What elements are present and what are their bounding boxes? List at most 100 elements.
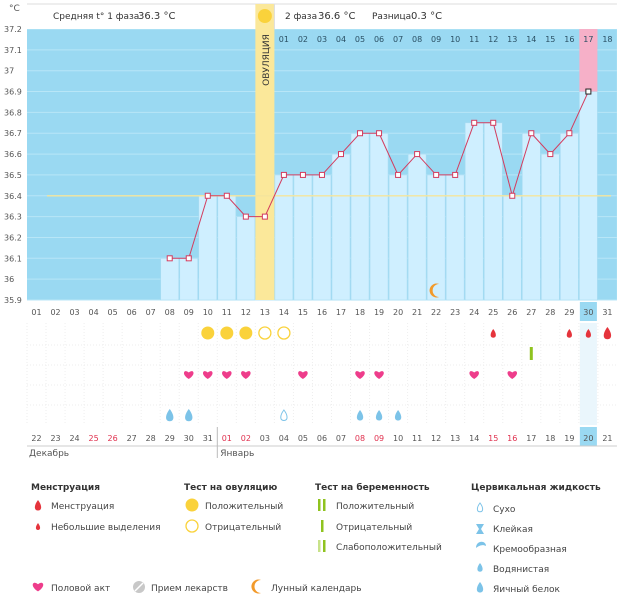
ovulation-negative-icon xyxy=(258,326,272,340)
day-label: 30 xyxy=(583,308,593,317)
y-tick-label: 36.9 xyxy=(4,88,22,97)
day-label: 09 xyxy=(184,308,194,317)
phase2-day-label: 11 xyxy=(469,35,479,44)
phase2-day-cell xyxy=(484,30,503,47)
intercourse-heart-icon xyxy=(298,371,308,379)
temp-point xyxy=(471,119,478,126)
temp-point xyxy=(185,255,192,262)
day-label: 10 xyxy=(203,308,213,317)
cervical-watery-icon xyxy=(356,410,364,421)
calendar-date: 01 xyxy=(222,434,232,443)
phase2-day-cell xyxy=(579,30,598,47)
day-label: 31 xyxy=(602,308,612,317)
day-label: 27 xyxy=(526,308,536,317)
data-column xyxy=(445,174,465,301)
data-column xyxy=(502,195,522,301)
temp-point xyxy=(509,192,516,199)
legend-sticky-label: Клейкая xyxy=(493,525,533,535)
legend-preg-weak-icon-2 xyxy=(323,540,326,552)
intercourse-heart-icon xyxy=(374,371,384,379)
legend-watery-icon xyxy=(477,563,483,572)
phase2-day-cell xyxy=(465,30,484,47)
marker-area xyxy=(27,323,617,425)
data-column xyxy=(407,153,427,301)
legend-ov-positive-icon xyxy=(185,498,199,512)
day-label: 14 xyxy=(279,308,289,317)
legend-small-bleeding-label: Небольшие выделения xyxy=(51,523,161,533)
calendar-date: 22 xyxy=(31,434,41,443)
day-label: 19 xyxy=(374,308,384,317)
day-label: 05 xyxy=(108,308,118,317)
day-label: 03 xyxy=(69,308,79,317)
data-column xyxy=(541,153,560,301)
temp-point xyxy=(490,119,497,126)
calendar-date: 11 xyxy=(412,434,422,443)
ovulation-negative-icon xyxy=(277,326,291,340)
y-tick-label: 36 xyxy=(4,275,14,284)
temp-point xyxy=(395,171,402,178)
intercourse-heart-icon xyxy=(355,371,365,379)
y-tick-label: 36.5 xyxy=(4,171,22,180)
day-label: 22 xyxy=(431,308,441,317)
phase2-day-cell xyxy=(446,30,465,47)
legend-moon-icon xyxy=(251,579,261,594)
phase2-day-label: 10 xyxy=(450,35,460,44)
temp-point xyxy=(337,151,344,158)
pregnancy-negative-icon xyxy=(529,347,533,360)
day-label: 28 xyxy=(545,308,555,317)
phase2-day-label: 09 xyxy=(431,35,441,44)
y-tick-label: 36.6 xyxy=(4,150,22,159)
legend-menstruation-icon xyxy=(34,500,42,511)
phase2-day-label: 03 xyxy=(317,35,327,44)
legend-cervical-title: Цервикальная жидкость xyxy=(471,483,601,493)
legend-creamy-label: Кремообразная xyxy=(493,545,567,555)
y-tick-label: 35.9 xyxy=(4,296,22,305)
phase2-day-cell xyxy=(351,30,370,47)
legend-preg-positive-icon-2 xyxy=(323,499,326,511)
small-bleeding-icon xyxy=(566,329,572,338)
legend-ov-negative-icon xyxy=(185,519,199,533)
temp-point xyxy=(547,151,554,158)
y-tick-label: 36.8 xyxy=(4,108,22,117)
temp-point xyxy=(566,130,573,137)
calendar-date: 24 xyxy=(69,434,79,443)
phase2-day-cell xyxy=(598,30,617,47)
temp-point xyxy=(299,171,306,178)
intercourse-heart-icon xyxy=(241,371,251,379)
legend-watery-label: Водянистая xyxy=(493,565,549,575)
temp-point xyxy=(242,213,249,220)
temp-point xyxy=(261,213,268,220)
phase2-day-cell xyxy=(293,30,312,47)
calendar-date: 09 xyxy=(374,434,384,443)
calendar-date: 26 xyxy=(108,434,118,443)
data-column xyxy=(331,153,351,301)
calendar-date: 03 xyxy=(260,434,270,443)
phase2-day-label: 13 xyxy=(507,35,517,44)
phase2-day-label: 12 xyxy=(488,35,498,44)
phase2-avg-label: 2 фаза xyxy=(285,12,317,22)
legend-sticky-icon xyxy=(476,524,484,534)
phase2-day-cell xyxy=(427,30,446,47)
phase2-day-label: 08 xyxy=(412,35,422,44)
calendar-date: 31 xyxy=(203,434,213,443)
phase2-day-label: 02 xyxy=(298,35,308,44)
legend-preg-positive-icon xyxy=(318,499,321,511)
day-label: 01 xyxy=(31,308,41,317)
cervical-watery-icon xyxy=(394,410,402,421)
ovulation-column xyxy=(255,4,275,300)
calendar-date: 13 xyxy=(450,434,460,443)
moon-icon xyxy=(429,283,440,298)
phase2-day-label: 15 xyxy=(545,35,555,44)
calendar-date: 08 xyxy=(355,434,365,443)
phase2-day-label: 18 xyxy=(602,35,612,44)
calendar-date: 17 xyxy=(526,434,536,443)
phase2-day-label: 01 xyxy=(279,35,289,44)
calendar-date: 29 xyxy=(165,434,175,443)
legend-preg-weak-icon xyxy=(318,540,321,552)
data-column xyxy=(350,132,370,301)
y-unit-label: °C xyxy=(9,4,20,14)
legend-preg-negative-icon xyxy=(321,520,324,532)
temp-point xyxy=(357,130,364,137)
legend-intercourse-label: Половой акт xyxy=(51,584,110,594)
